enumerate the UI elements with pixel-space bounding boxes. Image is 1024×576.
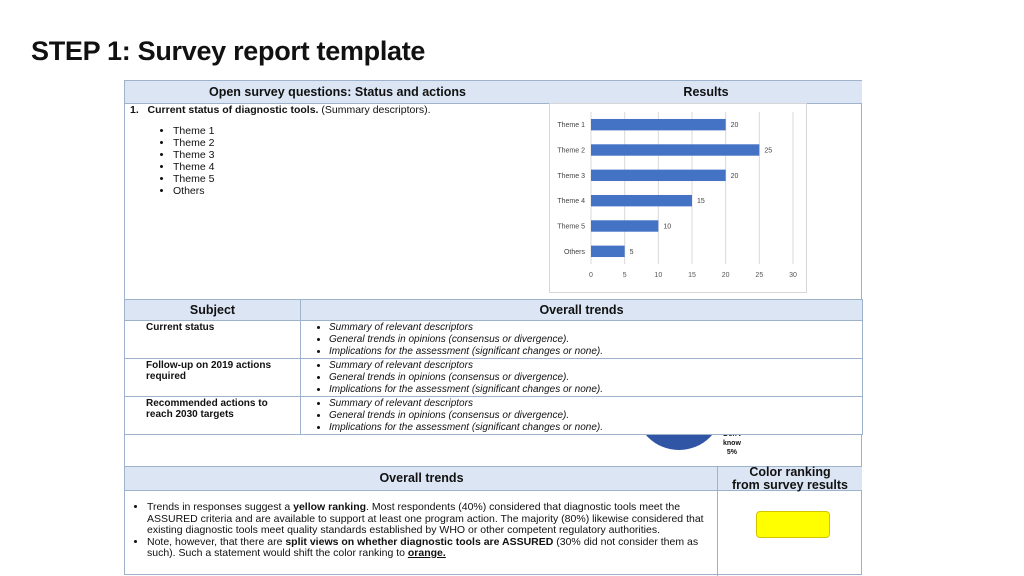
table-row: Follow-up on 2019 actions required Summa… <box>124 358 863 397</box>
yellow-ranking-badge <box>756 511 830 538</box>
bar <box>591 118 726 131</box>
data-label: 5 <box>630 249 634 256</box>
x-tick-label: 0 <box>589 272 593 279</box>
trends-cell: Summary of relevant descriptors General … <box>300 396 863 435</box>
subject-cell: Current status <box>124 320 301 359</box>
list-item: Summary of relevant descriptors <box>329 360 858 372</box>
divider <box>717 466 718 576</box>
category-label: Others <box>564 249 586 256</box>
category-label: Theme 2 <box>557 148 585 155</box>
data-label: 10 <box>663 224 671 231</box>
x-tick-label: 15 <box>688 272 696 279</box>
subject-cell: Recommended actions to reach 2030 target… <box>124 396 301 435</box>
question-number: 1. <box>130 104 139 116</box>
category-label: Theme 3 <box>557 173 585 180</box>
data-label: 25 <box>764 148 772 155</box>
bar <box>591 144 760 156</box>
question-subtitle: (Summary descriptors). <box>318 104 431 116</box>
bar-chart-svg: 0 5 10 15 20 25 30 Theme 1 20 Theme 2 25 Theme 3 20 T… <box>557 112 797 279</box>
list-item: Theme 1 <box>173 125 214 137</box>
overall-trends-header: Overall trends <box>125 466 718 491</box>
table-row: Recommended actions to reach 2030 target… <box>124 396 863 435</box>
overall-trends-text: Trends in responses suggest a yellow ran… <box>131 501 727 560</box>
trends-column-header: Overall trends <box>300 299 863 321</box>
report-table: Open survey questions: Status and action… <box>124 80 863 576</box>
top-left-header: Open survey questions: Status and action… <box>125 81 550 104</box>
category-label: Theme 5 <box>557 224 585 231</box>
results-header: Results <box>550 81 862 104</box>
x-tick-label: 10 <box>654 272 662 279</box>
list-item: Theme 5 <box>173 173 214 185</box>
subject-column-header: Subject <box>124 299 301 321</box>
list-item: Summary of relevant descriptors <box>329 322 858 334</box>
list-item: General trends in opinions (consensus or… <box>329 372 858 384</box>
x-tick-label: 20 <box>722 272 730 279</box>
bar <box>591 194 692 207</box>
table-row: Current status Summary of relevant descr… <box>124 320 863 359</box>
category-label: Theme 1 <box>557 122 585 129</box>
trends-cell: Summary of relevant descriptors General … <box>300 320 863 359</box>
x-tick-label: 25 <box>755 272 763 279</box>
bar <box>591 245 625 258</box>
color-ranking-header: Color ranking from survey results <box>718 465 862 491</box>
list-item: General trends in opinions (consensus or… <box>329 334 858 346</box>
list-item: Theme 2 <box>173 137 214 149</box>
subject-cell: Follow-up on 2019 actions required <box>124 358 301 397</box>
list-item: Theme 3 <box>173 149 214 161</box>
slide-title: STEP 1: Survey report template <box>31 36 426 66</box>
question-text: 1. Current status of diagnostic tools. (… <box>130 104 431 116</box>
trends-table: Subject Overall trends Current status Su… <box>124 299 863 435</box>
bar <box>591 169 726 182</box>
data-label: 20 <box>731 122 739 129</box>
category-label: Theme 4 <box>557 198 585 205</box>
theme-list: Theme 1 Theme 2 Theme 3 Theme 4 Theme 5 … <box>151 125 214 197</box>
list-item: Others <box>173 185 214 197</box>
list-item: Theme 4 <box>173 161 214 173</box>
bar <box>591 220 659 232</box>
list-item: Implications for the assessment (signifi… <box>329 422 858 434</box>
data-label: 20 <box>731 173 739 180</box>
data-label: 15 <box>697 198 705 205</box>
question-title: Current status of diagnostic tools. <box>147 104 319 116</box>
trends-cell: Summary of relevant descriptors General … <box>300 358 863 397</box>
list-item: General trends in opinions (consensus or… <box>329 410 858 422</box>
list-item: Note, however, that there are split view… <box>147 536 727 560</box>
results-chart: 0 5 10 15 20 25 30 Theme 1 20 Theme 2 25 Theme 3 20 T… <box>549 103 807 293</box>
x-tick-label: 5 <box>623 272 627 279</box>
x-tick-label: 30 <box>789 272 797 279</box>
list-item: Implications for the assessment (signifi… <box>329 346 858 358</box>
list-item: Trends in responses suggest a yellow ran… <box>147 501 727 537</box>
list-item: Implications for the assessment (signifi… <box>329 384 858 396</box>
list-item: Summary of relevant descriptors <box>329 398 858 410</box>
